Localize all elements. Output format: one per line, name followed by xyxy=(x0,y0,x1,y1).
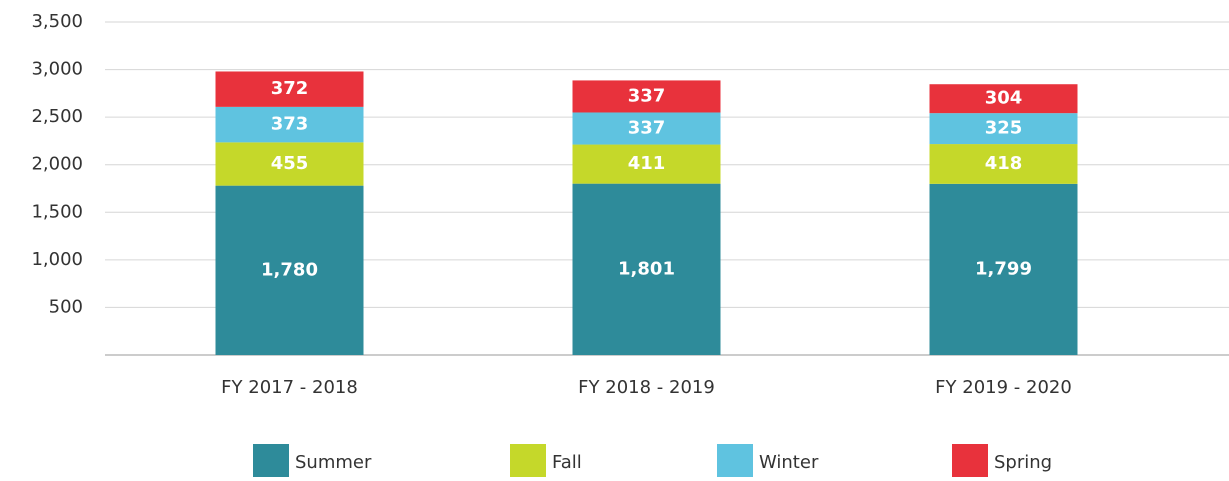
y-tick-label: 2,500 xyxy=(31,106,83,127)
y-tick-label: 500 xyxy=(49,296,83,317)
y-tick-label: 3,500 xyxy=(31,11,83,32)
y-tick-label: 2,000 xyxy=(31,154,83,175)
value-label: 1,780 xyxy=(261,259,318,280)
value-label: 325 xyxy=(985,118,1023,139)
bar-segment xyxy=(572,80,721,113)
value-label: 1,801 xyxy=(618,258,675,279)
bar-segment xyxy=(929,144,1078,184)
x-tick-label: FY 2019 - 2020 xyxy=(935,377,1072,398)
legend-label: Summer xyxy=(295,452,372,473)
y-tick-label: 1,000 xyxy=(31,249,83,270)
bar-segment xyxy=(929,113,1078,145)
legend-swatch xyxy=(717,444,753,480)
value-label: 372 xyxy=(271,78,309,99)
bar-segment xyxy=(215,185,364,355)
value-label: 337 xyxy=(628,118,666,139)
x-tick-label: FY 2017 - 2018 xyxy=(221,377,358,398)
legend-label: Spring xyxy=(994,452,1052,473)
legend-swatch xyxy=(253,444,289,480)
value-label: 1,799 xyxy=(975,258,1032,279)
bar-segment xyxy=(572,144,721,184)
bar-segment xyxy=(215,142,364,186)
x-tick-label: FY 2018 - 2019 xyxy=(578,377,715,398)
value-label: 373 xyxy=(271,114,309,135)
value-label: 337 xyxy=(628,85,666,106)
legend-label: Winter xyxy=(759,452,819,473)
value-label: 418 xyxy=(985,153,1023,174)
bar-segment xyxy=(215,71,364,107)
bar-segment xyxy=(572,183,721,355)
bar-segment xyxy=(929,183,1078,355)
value-label: 304 xyxy=(985,88,1023,109)
value-label: 455 xyxy=(271,153,309,174)
legend-swatch xyxy=(952,444,988,480)
bar-segment xyxy=(929,84,1078,114)
bar-segment xyxy=(572,112,721,145)
y-tick-label: 3,000 xyxy=(31,59,83,80)
y-tick-label: 1,500 xyxy=(31,201,83,222)
legend-label: Fall xyxy=(552,452,582,473)
bar-segment xyxy=(215,106,364,143)
legend-swatch xyxy=(510,444,546,480)
value-label: 411 xyxy=(628,153,666,174)
